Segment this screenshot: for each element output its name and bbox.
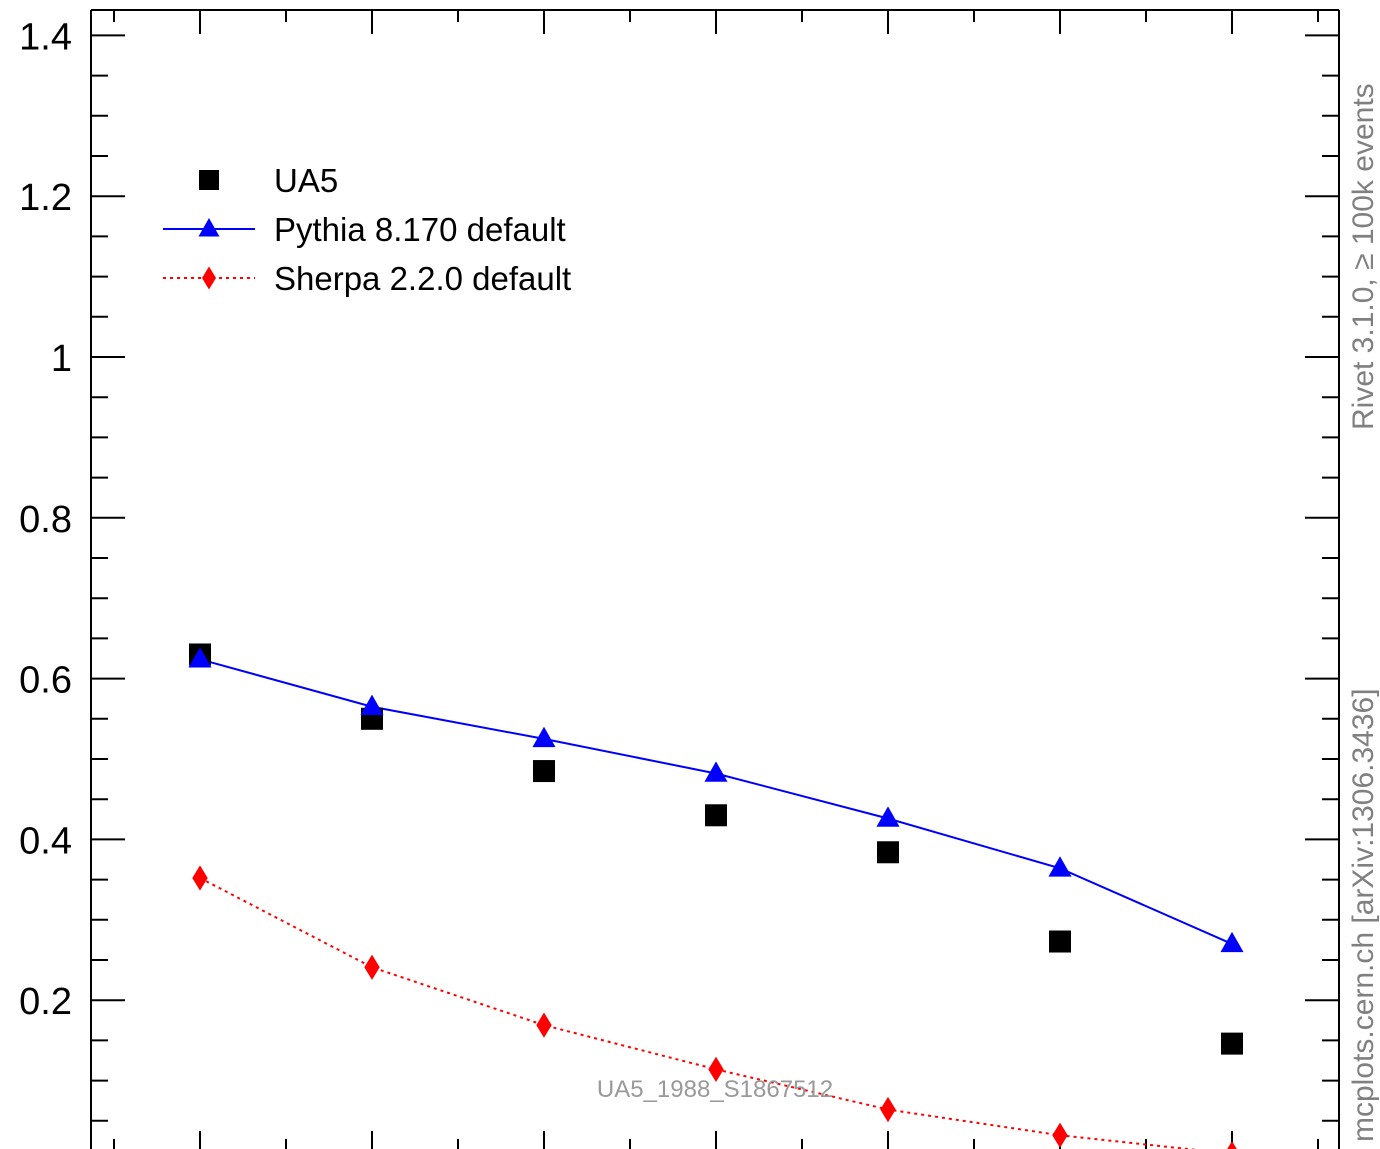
data-point-diamond bbox=[364, 954, 380, 980]
data-point-diamond bbox=[536, 1012, 552, 1038]
data-point-triangle bbox=[1048, 856, 1072, 877]
tick-marks bbox=[91, 10, 1339, 1149]
data-point-triangle bbox=[704, 761, 728, 782]
data-point-square bbox=[1049, 930, 1071, 953]
data-point-triangle bbox=[876, 806, 900, 827]
mcplots-reference-note: mcplots.cern.ch [arXiv:1306.3436] bbox=[1347, 688, 1380, 1142]
data-point-triangle bbox=[360, 694, 384, 715]
y-tick-label: 0.8 bbox=[19, 499, 72, 541]
legend-label-1: Pythia 8.170 default bbox=[274, 211, 566, 248]
data-point-diamond bbox=[708, 1056, 724, 1082]
data-point-square bbox=[705, 804, 727, 827]
data-point-triangle bbox=[532, 726, 556, 748]
legend-label-2: Sherpa 2.2.0 default bbox=[274, 260, 571, 297]
y-tick-label: 0.2 bbox=[19, 981, 72, 1023]
data-point-square bbox=[533, 760, 555, 783]
data-point-diamond bbox=[880, 1096, 896, 1123]
data-series bbox=[188, 643, 1244, 1149]
data-point-triangle bbox=[1220, 931, 1244, 953]
data-point-diamond bbox=[202, 266, 216, 290]
analysis-watermark: UA5_1988_S1867512 bbox=[597, 1076, 833, 1103]
data-point-diamond bbox=[1227, 1141, 1237, 1149]
y-tick-label: 0.6 bbox=[19, 660, 72, 702]
rivet-version-note: Rivet 3.1.0, ≥ 100k events bbox=[1347, 83, 1380, 430]
data-point-square bbox=[877, 841, 899, 864]
legend-label-0: UA5 bbox=[274, 162, 338, 199]
series-line-2 bbox=[199, 877, 1198, 1149]
data-point-triangle bbox=[188, 647, 212, 668]
y-tick-label: 1 bbox=[51, 338, 72, 380]
y-tick-label: 1.2 bbox=[19, 177, 72, 219]
legend: UA5 Pythia 8.170 default Sherpa 2.2.0 defa… bbox=[163, 162, 571, 297]
data-point-diamond bbox=[1052, 1122, 1068, 1148]
data-point-triangle bbox=[198, 218, 220, 237]
series-line-1 bbox=[199, 658, 1233, 945]
data-point-square bbox=[199, 170, 219, 190]
y-tick-label: 1.4 bbox=[19, 16, 72, 58]
y-tick-label: 0.4 bbox=[19, 820, 72, 862]
y-tick-labels: 1.4 1.2 1 0.8 0.6 0.4 0.2 bbox=[19, 16, 72, 1023]
data-point-square bbox=[1221, 1032, 1243, 1055]
data-point-diamond bbox=[192, 865, 208, 891]
